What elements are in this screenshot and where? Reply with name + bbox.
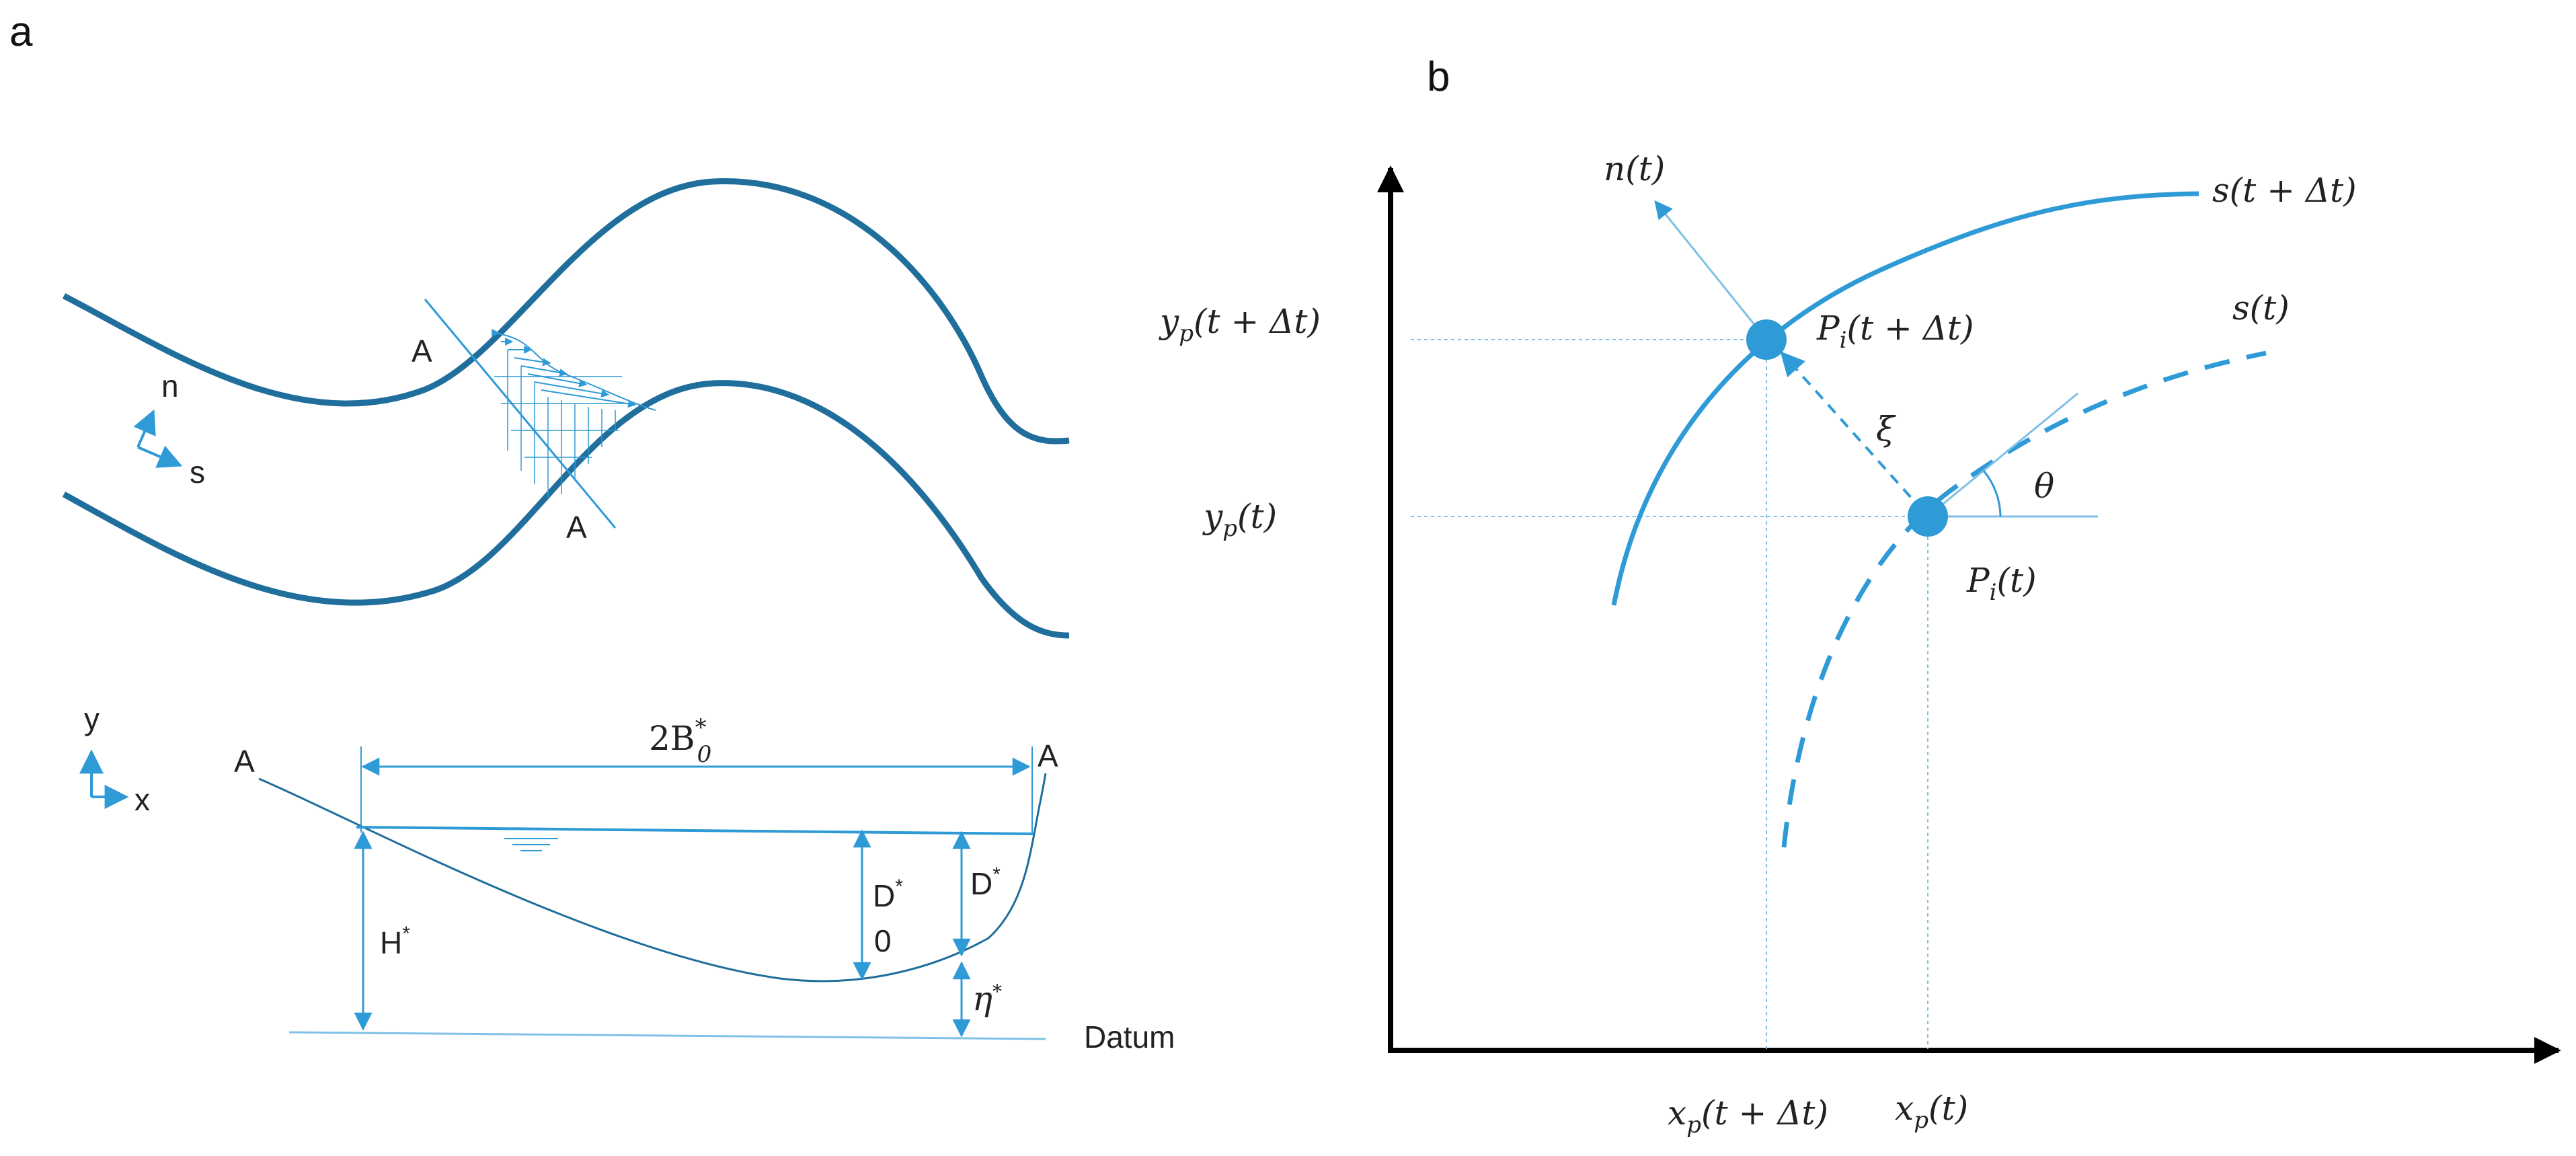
d-label: D*	[970, 863, 1001, 901]
theta-label: θ	[2034, 467, 2054, 506]
section-label-a-bottom: A	[566, 510, 587, 545]
water-level-symbol	[504, 838, 558, 851]
d0-label: D*	[873, 876, 903, 913]
yp-label: yp(t)	[1202, 497, 1277, 542]
xp-next-label: xp(t + Δt)	[1668, 1093, 1828, 1139]
water-surface	[356, 826, 1034, 835]
datum-label: Datum	[1084, 1019, 1175, 1054]
coordinate-axes	[1377, 165, 2561, 1064]
channel-plan-view: A A	[62, 178, 1070, 639]
axis-label-s: s	[190, 455, 205, 490]
width-label: 2B* 0	[649, 714, 711, 768]
channel-bank-upper	[62, 178, 1070, 445]
channel-cross-section: y x A A Datum 2B* 0 H* D	[79, 701, 1175, 1054]
axis-label-x: x	[134, 782, 150, 817]
axis-label-n: n	[161, 369, 179, 403]
section-line-aa	[424, 299, 617, 529]
tangent-line	[1927, 392, 2078, 518]
point-pi	[1908, 496, 1948, 537]
s-label: s(t)	[2232, 288, 2290, 327]
axis-label-y: y	[84, 701, 100, 736]
n-label: n(t)	[1604, 149, 1665, 188]
xp-label: xp(t)	[1895, 1089, 1968, 1134]
yp-next-label: yp(t + Δt)	[1159, 302, 1321, 347]
s-next-label: s(t + Δt)	[2212, 171, 2357, 210]
datum-line	[288, 1031, 1046, 1040]
theta-arc	[1982, 470, 2002, 517]
displacement-vector	[1780, 351, 1924, 512]
xi-label: ξ	[1876, 410, 1896, 449]
channel-bank-lower	[62, 380, 1070, 639]
bank-label-a-right: A	[1038, 738, 1058, 773]
ns-axes: n s	[133, 369, 205, 490]
h-label: H*	[380, 923, 410, 960]
eta-label: η*	[972, 979, 1002, 1018]
curve-s	[1781, 350, 2267, 848]
point-pi-next	[1746, 319, 1787, 360]
panel-label-a: a	[9, 9, 33, 55]
bank-label-a-left: A	[234, 744, 255, 779]
velocity-profile	[492, 329, 656, 498]
panel-label-b: b	[1427, 54, 1450, 100]
pi-label: Pi(t)	[1966, 561, 2037, 606]
yx-axes: y x	[79, 701, 150, 817]
d0-subscript: 0	[874, 923, 892, 958]
section-label-a-top: A	[412, 334, 432, 369]
normal-vector	[1654, 200, 1768, 340]
pi-next-label: Pi(t + Δt)	[1816, 309, 1974, 354]
curve-s-next	[1611, 191, 2199, 606]
guide-lines	[1411, 339, 1928, 1049]
bed-profile	[258, 773, 1047, 982]
